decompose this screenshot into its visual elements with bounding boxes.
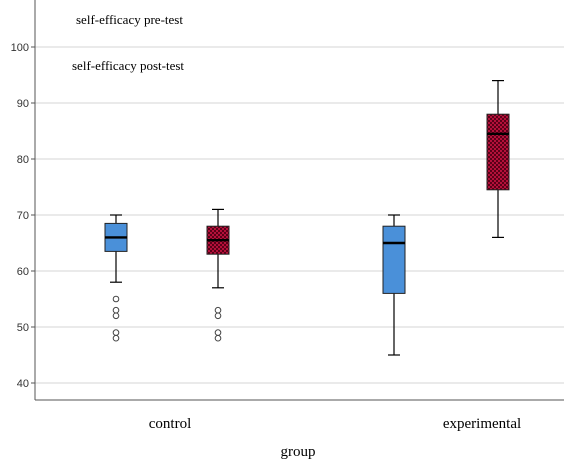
y-tick-label-70: 70 [17,210,29,222]
x-category-labels: control experimental [149,416,521,432]
y-tick-label-50: 50 [17,322,29,334]
outlier-post-control-3 [214,334,222,342]
outlier-pre-control-3 [112,329,120,336]
y-tick-label-90: 90 [17,98,29,110]
outlier-pre-control-4 [112,334,120,342]
category-label-experimental: experimental [443,416,521,432]
boxes [104,79,510,356]
outlier-post-control-0 [214,306,222,314]
outlier-post-control-2 [214,329,222,336]
axes [31,0,564,401]
outlier-pre-control-1 [112,306,120,314]
y-tick-label-60: 60 [17,266,29,278]
legend-label-pre-test: self-efficacy pre-test [76,12,183,27]
x-axis-title: group [281,444,316,459]
legend: self-efficacy pre-test self-efficacy pos… [72,12,184,73]
box-post-experimental [486,113,510,191]
box-pre-experimental [382,225,406,294]
y-tick-label-40: 40 [17,378,29,390]
category-label-control: control [149,416,192,432]
outlier-pre-control-2 [112,312,120,320]
outlier-pre-control-0 [112,295,120,303]
y-tick-label-100: 100 [11,42,29,54]
outlier-post-control-1 [214,312,222,320]
gridlines [35,46,564,384]
y-tick-label-80: 80 [17,154,29,166]
legend-label-post-test: self-efficacy post-test [72,58,184,73]
y-tick-labels: 40 50 60 70 80 90 100 [11,42,29,390]
